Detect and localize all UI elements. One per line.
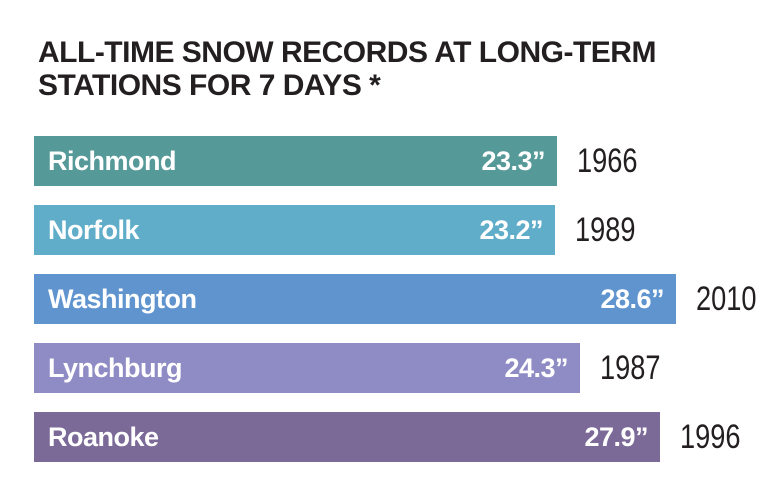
bar-row: Norfolk 23.2” 1989: [34, 205, 772, 255]
bar-row: Richmond 23.3” 1966: [34, 136, 772, 186]
bar-year-label: 1996: [680, 417, 741, 456]
bar-value-label: 24.3”: [504, 352, 568, 383]
chart-title-line1: ALL-TIME SNOW RECORDS AT LONG-TERM: [38, 36, 656, 69]
bar: Richmond 23.3”: [34, 136, 557, 186]
bar-station-label: Roanoke: [48, 421, 159, 452]
chart-title-line2: STATIONS FOR 7 DAYS *: [38, 69, 381, 102]
bar-station-label: Richmond: [48, 145, 177, 176]
bar: Roanoke 27.9”: [34, 412, 660, 462]
bar-station-label: Norfolk: [48, 214, 140, 245]
bar-row: Roanoke 27.9” 1996: [34, 412, 772, 462]
bar-row: Lynchburg 24.3” 1987: [34, 343, 772, 393]
bar-station-label: Washington: [48, 283, 197, 314]
bar-value-label: 28.6”: [600, 283, 664, 314]
bar-value-label: 23.3”: [481, 145, 545, 176]
bar-year-label: 2010: [696, 279, 757, 318]
bar-chart: Richmond 23.3” 1966 Norfolk 23.2” 1989 W…: [34, 136, 772, 462]
bar: Washington 28.6”: [34, 274, 676, 324]
bar-value-label: 27.9”: [584, 421, 648, 452]
bar-station-label: Lynchburg: [48, 352, 183, 383]
chart-title: ALL-TIME SNOW RECORDS AT LONG-TERM STATI…: [38, 36, 698, 102]
bar: Norfolk 23.2”: [34, 205, 555, 255]
bar-year-label: 1987: [600, 348, 661, 387]
bar-value-label: 23.2”: [479, 214, 543, 245]
bar-row: Washington 28.6” 2010: [34, 274, 772, 324]
bar-year-label: 1989: [575, 210, 636, 249]
bar-year-label: 1966: [577, 141, 638, 180]
bar: Lynchburg 24.3”: [34, 343, 580, 393]
